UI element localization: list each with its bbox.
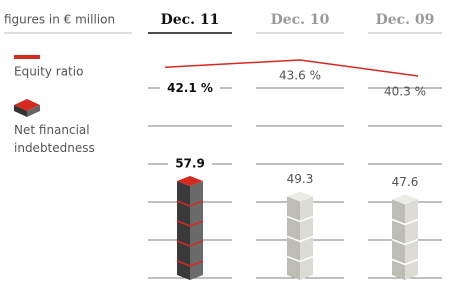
value-label: 47.6: [392, 175, 419, 189]
legend-icon: [14, 99, 40, 117]
legend-label: Equity ratio: [14, 65, 83, 79]
legend-swatch: [14, 55, 40, 59]
value-label: 49.3: [287, 172, 314, 186]
column-header: Dec. 09: [376, 12, 435, 28]
column-header: Dec. 11: [161, 12, 220, 28]
legend-label-line: indebtedness: [14, 141, 95, 155]
bar: [287, 191, 313, 280]
legend-label: Net financial indebtedness: [14, 123, 95, 155]
value-label: 43.6 %: [279, 69, 321, 83]
value-label: 57.9: [175, 157, 205, 171]
legend-label-line: Net financial: [14, 123, 90, 137]
value-label: 42.1 %: [167, 81, 213, 95]
value-label: 40.3 %: [384, 85, 426, 99]
unit-label: figures in € million: [4, 13, 115, 27]
column-header: Dec. 10: [271, 12, 330, 28]
bar: [177, 176, 203, 280]
bar: [392, 195, 418, 280]
chart: figures in € million Dec. 11 Dec. 10 Dec. …: [0, 0, 460, 288]
